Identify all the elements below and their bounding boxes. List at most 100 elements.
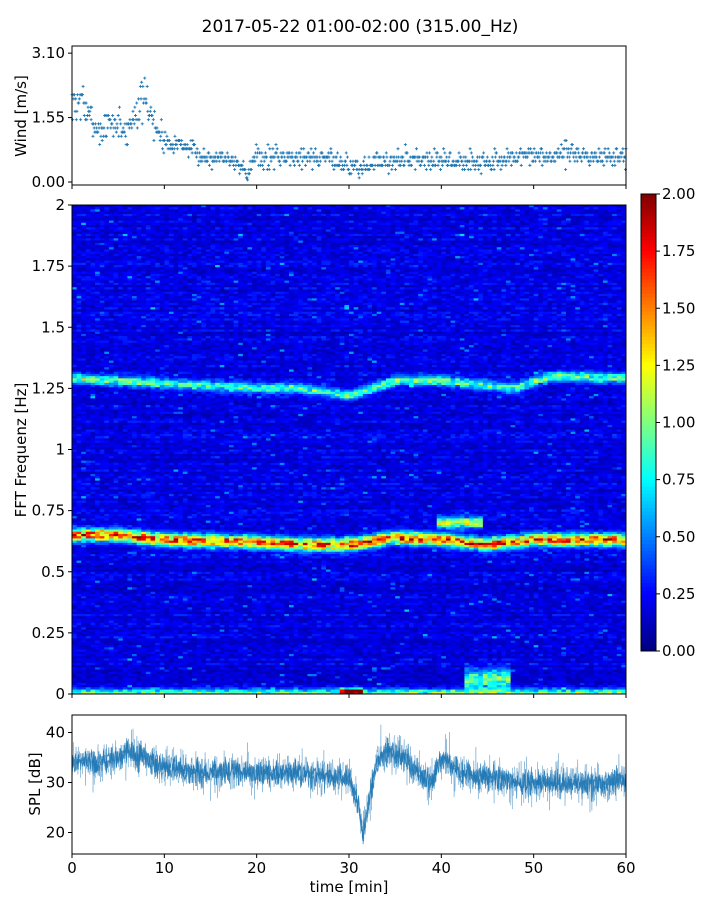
wind-point (300, 168, 303, 171)
wind-point (480, 172, 483, 175)
wind-point (458, 164, 461, 167)
wind-point (447, 160, 450, 163)
wind-point (486, 156, 489, 159)
wind-point (115, 122, 118, 125)
wind-point (271, 147, 274, 150)
wind-point (186, 143, 189, 146)
wind-point (91, 135, 94, 138)
wind-point (260, 160, 263, 163)
wind-point (176, 147, 179, 150)
wind-point (492, 160, 495, 163)
wind-point (352, 168, 355, 171)
wind-point (557, 147, 560, 150)
wind-point (82, 85, 85, 88)
wind-point (613, 160, 616, 163)
wind-point (464, 156, 467, 159)
wind-point (263, 160, 266, 163)
wind-point (387, 172, 390, 175)
wind-point (541, 164, 544, 167)
wind-point (191, 151, 194, 154)
wind-point (345, 164, 348, 167)
wind-point (159, 139, 162, 142)
wind-point (162, 151, 165, 154)
wind-point (471, 156, 474, 159)
wind-point (470, 151, 473, 154)
wind-point (368, 156, 371, 159)
wind-point (493, 147, 496, 150)
wind-y-tick-label: 3.10 (32, 44, 65, 62)
wind-point (432, 160, 435, 163)
wind-point (529, 147, 532, 150)
wind-point (340, 160, 343, 163)
wind-point (210, 168, 213, 171)
wind-point (109, 126, 112, 129)
wind-point (298, 164, 301, 167)
spectrogram-cells (72, 205, 627, 695)
wind-point (396, 147, 399, 150)
wind-point (506, 147, 509, 150)
wind-point (588, 164, 591, 167)
wind-point (597, 147, 600, 150)
wind-point (519, 147, 522, 150)
wind-point (568, 160, 571, 163)
wind-point (173, 135, 176, 138)
wind-point (79, 118, 82, 121)
wind-point (83, 114, 86, 117)
wind-point (242, 160, 245, 163)
wind-point (146, 85, 149, 88)
wind-point (361, 172, 364, 175)
wind-point (621, 147, 624, 150)
wind-point (390, 168, 393, 171)
wind-point (308, 160, 311, 163)
wind-point (290, 151, 293, 154)
wind-point (262, 168, 265, 171)
wind-point (161, 147, 164, 150)
wind-point (391, 164, 394, 167)
wind-point (605, 160, 608, 163)
wind-point (385, 151, 388, 154)
wind-point (336, 151, 339, 154)
wind-point (457, 151, 460, 154)
wind-point (491, 164, 494, 167)
wind-point (469, 168, 472, 171)
wind-point (143, 77, 146, 80)
wind-point (215, 151, 218, 154)
wind-point (202, 147, 205, 150)
wind-point (439, 168, 442, 171)
wind-point (141, 85, 144, 88)
wind-point (140, 97, 143, 100)
wind-point (122, 126, 125, 129)
wind-point (112, 135, 115, 138)
wind-point (311, 168, 314, 171)
wind-point (465, 164, 468, 167)
wind-point (266, 143, 269, 146)
wind-point (504, 164, 507, 167)
wind-point (385, 156, 388, 159)
wind-point (622, 160, 625, 163)
wind-point (196, 147, 199, 150)
wind-point (510, 164, 513, 167)
wind-point (620, 156, 623, 159)
wind-point (152, 139, 155, 142)
wind-point (443, 151, 446, 154)
wind-point (228, 164, 231, 167)
wind-point (94, 122, 97, 125)
wind-point (180, 139, 183, 142)
wind-point (482, 151, 485, 154)
wind-axes-frame (72, 46, 626, 185)
wind-point (276, 147, 279, 150)
figure-title: 2017-05-22 01:00-02:00 (315.00_Hz) (202, 17, 519, 37)
wind-point (426, 156, 429, 159)
wind-point (435, 156, 438, 159)
wind-point (415, 147, 418, 150)
wind-point (331, 160, 334, 163)
wind-point (88, 114, 91, 117)
wind-point (613, 164, 616, 167)
wind-point (160, 131, 163, 134)
wind-point (314, 147, 317, 150)
wind-point (208, 164, 211, 167)
wind-point (442, 147, 445, 150)
wind-point (332, 168, 335, 171)
wind-point (117, 114, 120, 117)
